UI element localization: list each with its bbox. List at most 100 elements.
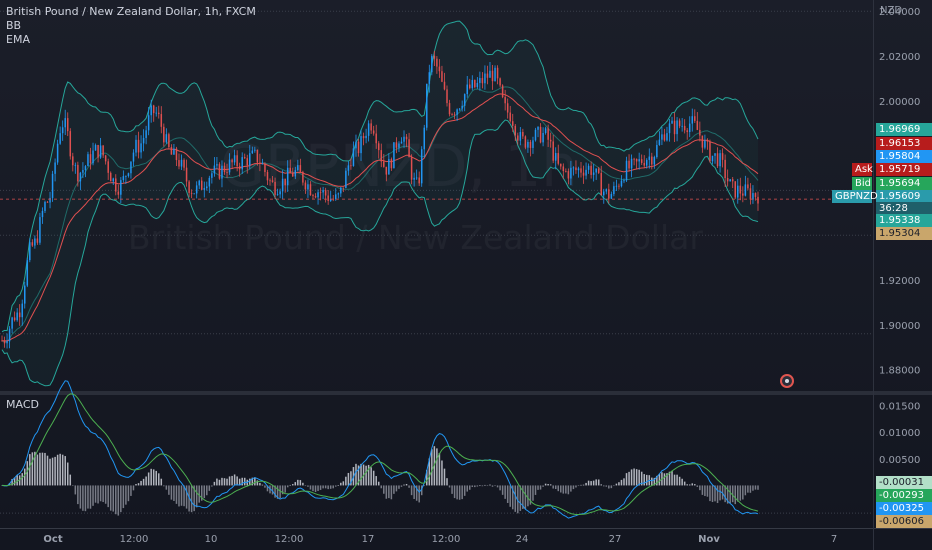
macd-histogram-bar (304, 485, 307, 487)
candle-body (446, 89, 448, 104)
macd-histogram-bar (188, 485, 190, 512)
legend-ema[interactable]: EMA (6, 33, 30, 46)
candle-body (539, 126, 542, 143)
candle-body (334, 194, 337, 200)
candle-body (451, 114, 453, 115)
macd-histogram (1, 446, 759, 516)
candle-body (206, 186, 208, 189)
candle-body (155, 112, 157, 114)
macd-histogram-bar (463, 485, 466, 496)
macd-histogram-bar (59, 453, 61, 486)
candle-body (463, 94, 466, 106)
macd-histogram-bar (562, 485, 565, 494)
macd-histogram-bar (89, 485, 92, 509)
candle-body (69, 131, 72, 157)
macd-histogram-bar (241, 477, 243, 486)
macd-histogram-bar (163, 485, 165, 487)
macd-tick-label: 0.01000 (879, 428, 920, 439)
candle-body (514, 125, 517, 136)
candle-body (691, 116, 694, 124)
macd-histogram-bar (94, 485, 97, 503)
candle-body (200, 180, 203, 190)
macd-histogram-bar (688, 484, 691, 486)
candle-body (89, 154, 92, 164)
macd-histogram-bar (405, 483, 408, 486)
macd-histogram-bar (375, 476, 377, 486)
candle-body (79, 172, 82, 182)
macd-histogram-bar (757, 485, 759, 490)
candle-body (716, 153, 719, 167)
candle-body (18, 312, 21, 318)
macd-histogram-bar (448, 485, 451, 488)
candle-body (527, 141, 529, 148)
candle-body (122, 176, 125, 181)
macd-histogram-bar (218, 479, 221, 486)
macd-histogram-bar (269, 485, 271, 494)
candle-body (511, 121, 514, 126)
macd-histogram-bar (319, 485, 322, 490)
time-tick-label: Nov (698, 534, 720, 545)
macd-histogram-bar (200, 485, 203, 501)
candle-body (256, 149, 259, 163)
macd-signal-line (1, 393, 759, 515)
macd-histogram-bar (223, 478, 226, 486)
candle-body (699, 129, 701, 136)
candle-body (554, 153, 557, 161)
macd-histogram-bar (731, 485, 734, 503)
candle-body (688, 123, 691, 133)
candle-body (34, 238, 36, 246)
candle-body (575, 167, 577, 171)
macd-histogram-bar (420, 485, 423, 496)
macd-histogram-bar (580, 484, 582, 486)
macd-histogram-bar (476, 485, 479, 487)
candle-body (590, 165, 592, 175)
macd-histogram-bar (436, 448, 438, 486)
macd-histogram-bar (281, 485, 284, 495)
macd-histogram-bar (597, 479, 600, 486)
macd-histogram-bar (489, 484, 491, 486)
macd-histogram-bar (299, 480, 302, 486)
macd-histogram-bar (41, 452, 44, 486)
time-tick-label: 12:00 (275, 534, 304, 545)
candle-body (456, 109, 458, 115)
candle-body (66, 118, 69, 132)
candle-body (744, 184, 747, 196)
candle-body (635, 158, 638, 162)
candle-body (11, 317, 13, 329)
candle-body (130, 161, 132, 174)
candle-body (3, 340, 6, 344)
macd-histogram-bar (132, 485, 135, 491)
candle-body (474, 80, 476, 88)
legend-macd[interactable]: MACD (6, 398, 39, 411)
macd-histogram-bar (441, 460, 443, 486)
candle-body (216, 164, 218, 166)
macd-histogram-bar (582, 484, 585, 486)
compass-icon[interactable] (780, 374, 794, 388)
candle-body (249, 153, 251, 166)
candle-body (185, 167, 188, 182)
symbol-title[interactable]: British Pound / New Zealand Dollar, 1h, … (6, 5, 256, 18)
candle-body (365, 135, 367, 139)
legend-bb[interactable]: BB (6, 19, 22, 32)
macd-histogram-bar (16, 475, 18, 486)
candle-body (377, 143, 380, 151)
candle-body (367, 123, 370, 136)
time-tick-label: 12:00 (120, 534, 149, 545)
candle-body (370, 123, 372, 131)
macd-histogram-bar (711, 485, 714, 503)
macd-histogram-bar (243, 477, 246, 486)
macd-histogram-bar (236, 476, 238, 486)
candle-body (618, 185, 620, 187)
candle-body (608, 189, 610, 199)
macd-histogram-bar (640, 471, 643, 486)
candle-body (271, 180, 274, 182)
candle-body (398, 143, 400, 148)
candle-body (8, 328, 11, 342)
macd-histogram-bar (117, 485, 120, 516)
candle-body (218, 164, 221, 179)
candle-body (302, 171, 304, 183)
candle-body (233, 155, 236, 163)
candle-body (307, 184, 309, 190)
macd-tick-label: 0.00500 (879, 455, 920, 466)
